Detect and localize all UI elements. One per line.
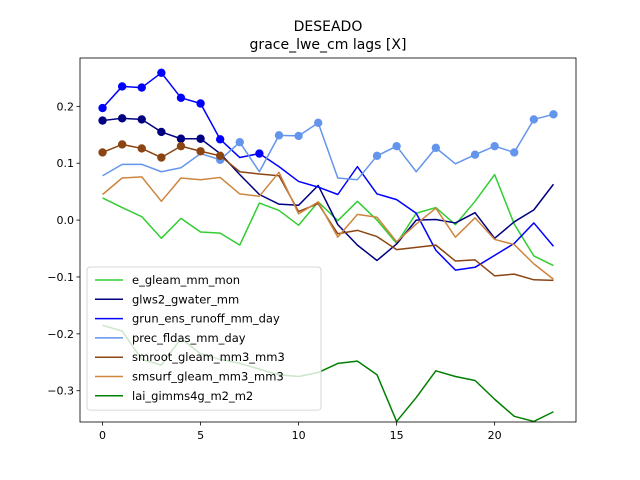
- data-point-prec_fldas_mm_day-20: [490, 141, 499, 151]
- data-point-smroot_gleam_mm3_mm3-6: [215, 151, 225, 161]
- data-point-glws2_gwater_mm-5: [196, 134, 205, 143]
- data-point-prec_fldas_mm_day-11: [314, 118, 323, 128]
- data-point-prec_fldas_mm_day-21: [510, 148, 519, 157]
- legend-label-prec_fldas_mm_day: prec_fldas_mm_day: [132, 331, 246, 345]
- legend-label-lai_gimms4g_m2_m2: lai_gimms4g_m2_m2: [132, 389, 253, 403]
- data-point-smroot_gleam_mm3_mm3-0: [98, 148, 107, 157]
- data-point-smroot_gleam_mm3_mm3-2: [137, 144, 146, 153]
- legend-box: [86, 266, 322, 411]
- x-tick-label-10: 10: [292, 429, 306, 442]
- data-point-glws2_gwater_mm-3: [157, 127, 166, 137]
- data-point-grun_ens_runoff_mm_day-5: [196, 99, 205, 108]
- y-tick-label-4: 0.1: [57, 157, 75, 170]
- series-line-grun_ens_runoff_mm_day: [101, 72, 555, 271]
- data-point-prec_fldas_mm_day-22: [529, 115, 539, 124]
- data-point-prec_fldas_mm_day-23: [549, 110, 558, 119]
- data-point-grun_ens_runoff_mm_day-8: [255, 149, 264, 158]
- data-point-smroot_gleam_mm3_mm3-5: [196, 147, 205, 156]
- series-layer: [98, 68, 558, 422]
- data-point-prec_fldas_mm_day-14: [372, 151, 382, 161]
- data-point-grun_ens_runoff_mm_day-1: [117, 82, 127, 91]
- legend-label-grun_ens_runoff_mm_day: grun_ens_runoff_mm_day: [132, 312, 280, 326]
- x-tick-label-5: 5: [197, 429, 204, 442]
- series-line-smsurf_gleam_mm3_mm3: [102, 171, 554, 280]
- data-point-glws2_gwater_mm-1: [117, 114, 127, 123]
- data-point-glws2_gwater_mm-4: [176, 134, 186, 143]
- x-tick-label-0: 0: [99, 429, 106, 442]
- data-point-grun_ens_runoff_mm_day-4: [176, 93, 186, 103]
- data-point-prec_fldas_mm_day-19: [470, 150, 480, 159]
- legend-label-smroot_gleam_mm3_mm3: smroot_gleam_mm3_mm3: [132, 350, 285, 364]
- x-tick-label-15: 15: [390, 429, 404, 442]
- series-line-e_gleam_mm_mon: [102, 173, 554, 267]
- legend-label-glws2_gwater_mm: glws2_gwater_mm: [132, 292, 239, 306]
- legend-label-smsurf_gleam_mm3_mm3: smsurf_gleam_mm3_mm3: [132, 370, 284, 384]
- y-tick-label-1: −0.2: [47, 328, 74, 341]
- data-point-smroot_gleam_mm3_mm3-3: [157, 153, 166, 162]
- data-point-grun_ens_runoff_mm_day-3: [157, 68, 166, 77]
- data-point-smroot_gleam_mm3_mm3-4: [176, 141, 186, 151]
- data-point-grun_ens_runoff_mm_day-0: [98, 103, 107, 113]
- y-tick-label-5: 0.2: [57, 100, 75, 113]
- data-point-smroot_gleam_mm3_mm3-1: [117, 140, 127, 149]
- data-point-prec_fldas_mm_day-15: [392, 141, 401, 151]
- x-tick-label-20: 20: [488, 429, 502, 442]
- data-point-grun_ens_runoff_mm_day-2: [137, 83, 146, 92]
- axes-frame: [79, 57, 577, 423]
- data-point-glws2_gwater_mm-2: [137, 115, 146, 124]
- chart-subtitle: grace_lwe_cm lags [X]: [250, 37, 407, 53]
- axes-layer: 0 5 10 15 20 −0.3 −0.2 −0.1 0.0 0.1 0.2: [47, 57, 577, 442]
- y-tick-label-3: 0.0: [57, 214, 75, 227]
- data-point-prec_fldas_mm_day-10: [294, 131, 303, 141]
- y-tick-label-0: −0.3: [47, 385, 74, 398]
- data-point-glws2_gwater_mm-0: [98, 116, 107, 125]
- chart-title: DESEADO: [294, 19, 363, 35]
- data-point-prec_fldas_mm_day-9: [274, 131, 284, 140]
- data-point-prec_fldas_mm_day-7: [235, 137, 244, 147]
- y-tick-label-2: −0.1: [47, 271, 74, 284]
- legend: e_gleam_mm_mon glws2_gwater_mm grun_ens_ru…: [86, 266, 322, 411]
- legend-label-e_gleam_mm_mon: e_gleam_mm_mon: [132, 273, 240, 287]
- data-point-prec_fldas_mm_day-17: [431, 143, 441, 153]
- data-point-grun_ens_runoff_mm_day-6: [215, 135, 225, 144]
